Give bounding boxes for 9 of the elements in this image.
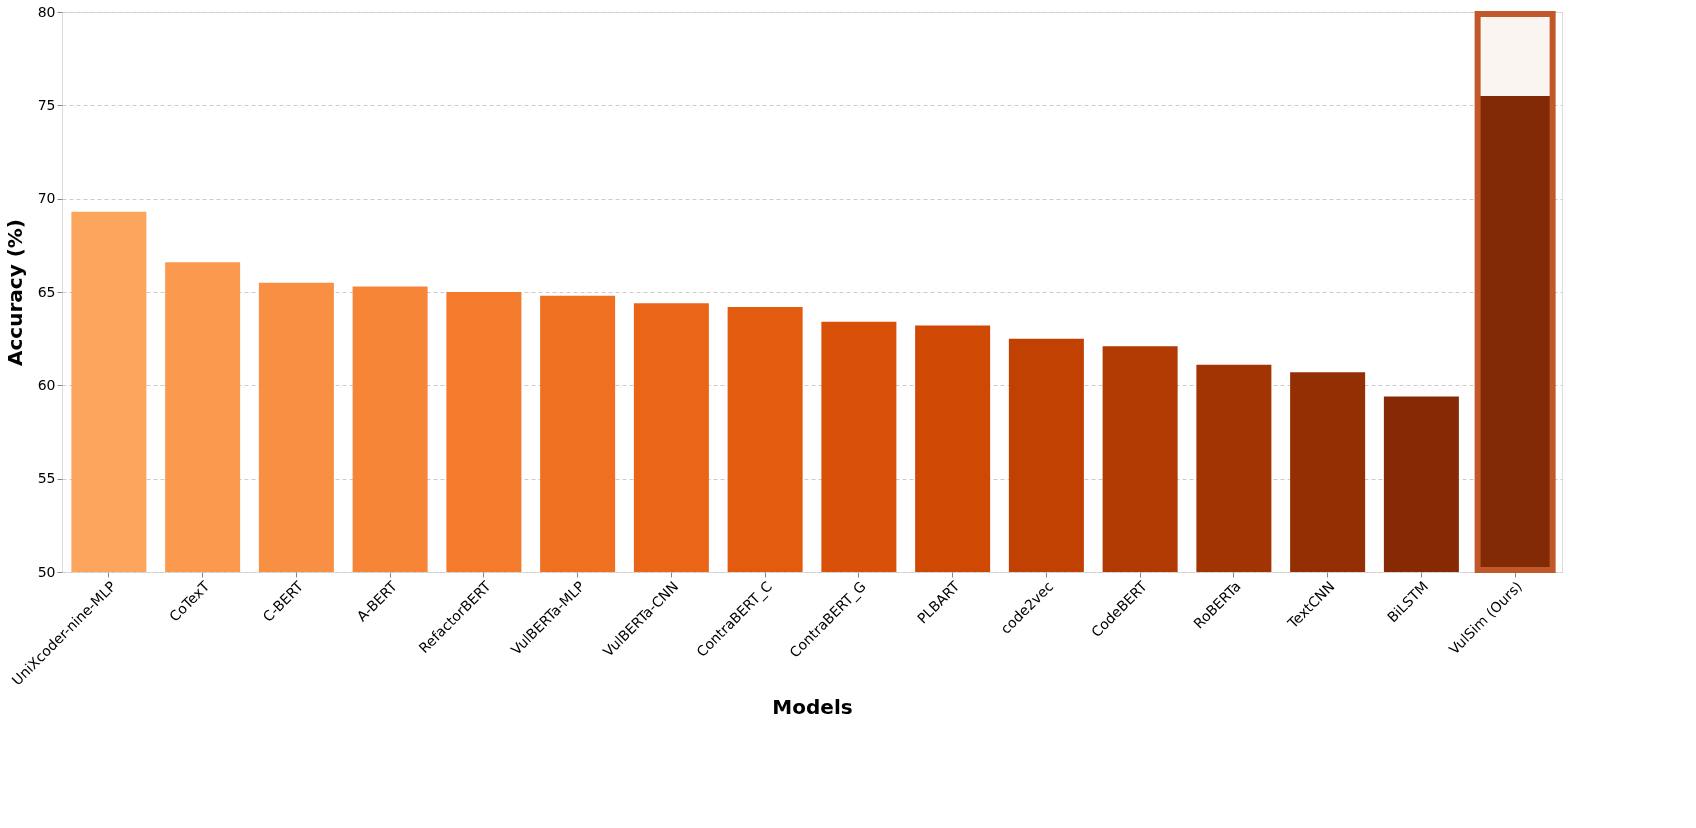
y-tick-label: 55: [37, 470, 56, 487]
y-tick-label: 75: [37, 96, 56, 113]
x-axis-title: Models: [772, 695, 853, 720]
y-tick-label: 65: [37, 283, 56, 300]
y-tick-label: 60: [37, 376, 56, 393]
y-tick-label: 80: [37, 3, 56, 20]
y-tick-label: 50: [37, 563, 56, 580]
y-tick-label: 70: [37, 190, 56, 207]
y-axis-title: Accuracy (%): [2, 219, 27, 366]
